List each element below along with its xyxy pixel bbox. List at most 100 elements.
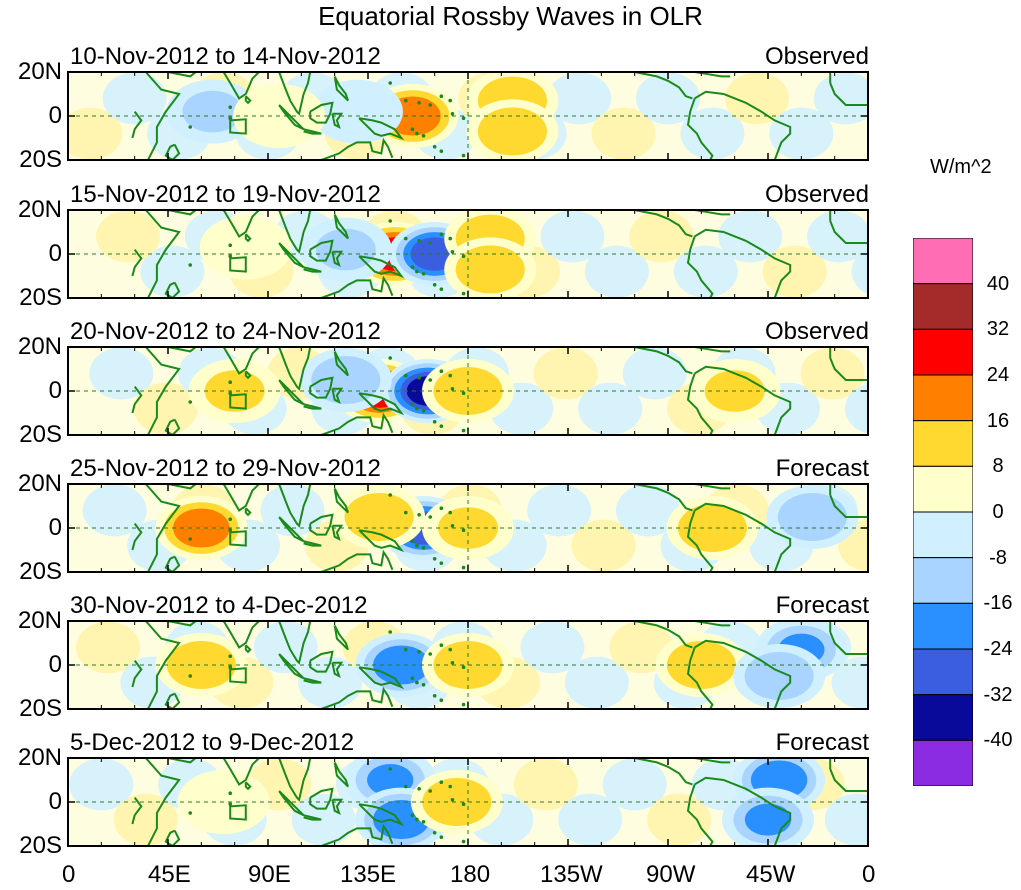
- y-tick-label: 20S: [19, 284, 62, 311]
- coastline: [686, 647, 714, 709]
- coastline: [686, 236, 714, 298]
- background-band: [68, 107, 123, 160]
- island-dot: [228, 791, 233, 795]
- panel-map: [67, 209, 869, 299]
- colorbar-level-label: -24: [983, 638, 1013, 660]
- coastline: [145, 347, 181, 435]
- island-dot: [450, 387, 455, 391]
- coastline: [131, 522, 143, 551]
- background-band: [82, 484, 147, 537]
- coastline: [358, 803, 405, 827]
- coastline: [164, 692, 181, 709]
- coastline: [358, 529, 405, 553]
- coastline: [686, 784, 714, 846]
- island-dot: [388, 81, 393, 85]
- coastline: [331, 798, 344, 815]
- coastline: [167, 210, 198, 216]
- panel-date-label: 15-Nov-2012 to 19-Nov-2012: [70, 181, 381, 208]
- coastline: [320, 549, 394, 572]
- coastline: [244, 95, 252, 105]
- island-dot: [403, 784, 408, 789]
- coastline: [222, 621, 261, 649]
- coastline: [278, 758, 312, 802]
- coastline: [634, 621, 693, 649]
- island-dot: [439, 232, 444, 236]
- coastline: [634, 347, 693, 375]
- island-dot: [450, 798, 455, 802]
- coastline: [686, 98, 714, 160]
- island-dot: [448, 647, 453, 652]
- island-dot: [448, 373, 453, 378]
- island-dot: [228, 528, 233, 532]
- island-dot: [450, 524, 455, 528]
- anomaly-contour: [315, 228, 376, 271]
- island-dot: [415, 406, 419, 411]
- coastline: [167, 347, 198, 353]
- island-dot: [461, 665, 466, 669]
- y-tick-label: 20S: [19, 558, 62, 585]
- coastline: [829, 220, 868, 244]
- panel-frame: [67, 757, 869, 847]
- background-band: [527, 484, 592, 537]
- island-dot: [410, 127, 415, 131]
- island-dot: [415, 680, 419, 685]
- coastline: [333, 487, 349, 514]
- background-band: [647, 793, 712, 846]
- coastline: [829, 82, 868, 106]
- coastline: [131, 248, 143, 277]
- coastline: [309, 650, 334, 673]
- island-dot: [188, 674, 193, 678]
- x-tick-label: 180: [450, 861, 491, 888]
- island-dot: [188, 811, 193, 815]
- panel-status-label: Observed: [764, 43, 869, 70]
- panel-date-label: 30-Nov-2012 to 4-Dec-2012: [70, 592, 368, 619]
- colorbar-segment: [913, 465, 973, 513]
- island-dot: [432, 694, 437, 698]
- background-band: [602, 758, 667, 811]
- panel-status-label: Forecast: [775, 455, 869, 482]
- coastline: [309, 239, 334, 262]
- island-dot: [461, 153, 466, 158]
- island-dot: [228, 243, 233, 247]
- x-tick-label: 135W: [540, 861, 603, 888]
- coastline: [303, 128, 322, 135]
- colorbar-level-label: 24: [986, 364, 1010, 386]
- panel-date-label: 25-Nov-2012 to 29-Nov-2012: [70, 455, 381, 482]
- island-dot: [403, 236, 408, 241]
- island-dot: [461, 702, 466, 707]
- background-band: [591, 107, 656, 160]
- island-dot: [228, 665, 233, 669]
- island-dot: [228, 116, 233, 120]
- island-dot: [428, 515, 433, 519]
- panel-map: [67, 483, 869, 573]
- region-box: [229, 530, 247, 547]
- coastline: [686, 510, 714, 572]
- background-band: [571, 519, 636, 572]
- coastline: [222, 484, 261, 512]
- anomaly-contour: [433, 786, 481, 818]
- island-dot: [228, 391, 233, 395]
- anomaly-contour: [755, 660, 803, 692]
- coastline: [320, 412, 394, 435]
- island-dot: [188, 263, 193, 267]
- coastline: [167, 484, 198, 490]
- coastline: [634, 484, 693, 512]
- island-dot: [421, 409, 426, 413]
- coastline: [333, 213, 349, 240]
- coastline: [131, 110, 143, 139]
- island-dot: [403, 373, 408, 378]
- island-dot: [461, 839, 466, 844]
- coastline: [278, 484, 312, 528]
- y-tick-label: 20N: [17, 744, 62, 771]
- colorbar-segment: [913, 694, 973, 741]
- anomaly-contour: [204, 370, 265, 412]
- island-dot: [461, 528, 466, 532]
- coastline: [303, 266, 322, 273]
- island-dot: [403, 510, 408, 515]
- island-dot: [410, 539, 415, 543]
- coastline: [309, 101, 334, 124]
- anomaly-contour: [489, 115, 536, 148]
- colorbar-segment: [913, 328, 973, 376]
- chart-title: Equatorial Rossby Waves in OLR: [318, 1, 703, 31]
- background-band: [260, 484, 325, 537]
